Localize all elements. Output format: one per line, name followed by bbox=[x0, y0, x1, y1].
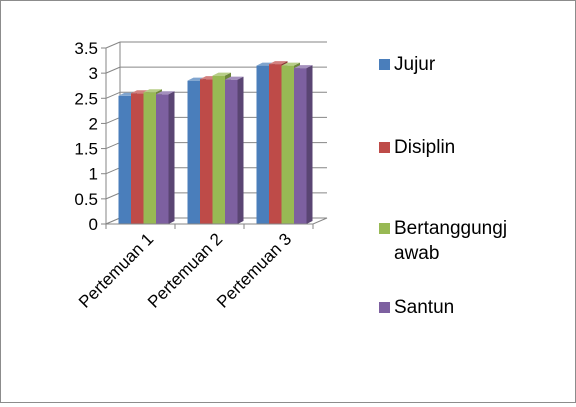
gridline-side bbox=[105, 91, 121, 99]
legend-swatch bbox=[379, 302, 390, 313]
gridline-side bbox=[105, 192, 121, 200]
gridline-side bbox=[105, 66, 121, 74]
legend-item: Santun bbox=[379, 297, 454, 318]
legend: Jujur Disiplin Bertanggungj awab Santun bbox=[379, 54, 507, 318]
legend-item: Jujur bbox=[379, 54, 436, 75]
bar bbox=[156, 91, 175, 225]
y-tick-label: 0 bbox=[89, 215, 98, 234]
legend-label: Santun bbox=[394, 297, 454, 318]
legend-label: awab bbox=[394, 243, 439, 264]
y-tick-label: 2.5 bbox=[74, 89, 98, 108]
y-tick-label: 3.5 bbox=[74, 39, 98, 58]
gridline-side bbox=[105, 167, 121, 175]
bar bbox=[294, 65, 313, 224]
y-tick-label: 3 bbox=[89, 64, 98, 83]
legend-swatch bbox=[379, 142, 390, 153]
legend-label: Jujur bbox=[394, 54, 436, 75]
y-tick-label: 1 bbox=[89, 165, 98, 184]
legend-swatch bbox=[379, 59, 390, 70]
gridline-side bbox=[105, 142, 121, 150]
y-tick-label: 1.5 bbox=[74, 140, 98, 159]
legend-label: Disiplin bbox=[394, 137, 455, 158]
bar bbox=[225, 76, 244, 225]
legend-swatch bbox=[379, 223, 390, 234]
legend-item: Bertanggungj awab bbox=[379, 218, 507, 264]
y-tick-label: 0.5 bbox=[74, 190, 98, 209]
y-tick-label: 2 bbox=[89, 114, 98, 133]
bars bbox=[118, 61, 313, 225]
legend-item: Disiplin bbox=[379, 137, 455, 158]
gridline-side bbox=[105, 41, 121, 49]
x-tick-label: Pertemuan 3 bbox=[213, 229, 295, 311]
legend-label: Bertanggungj bbox=[394, 218, 507, 239]
gridline-side bbox=[105, 116, 121, 124]
